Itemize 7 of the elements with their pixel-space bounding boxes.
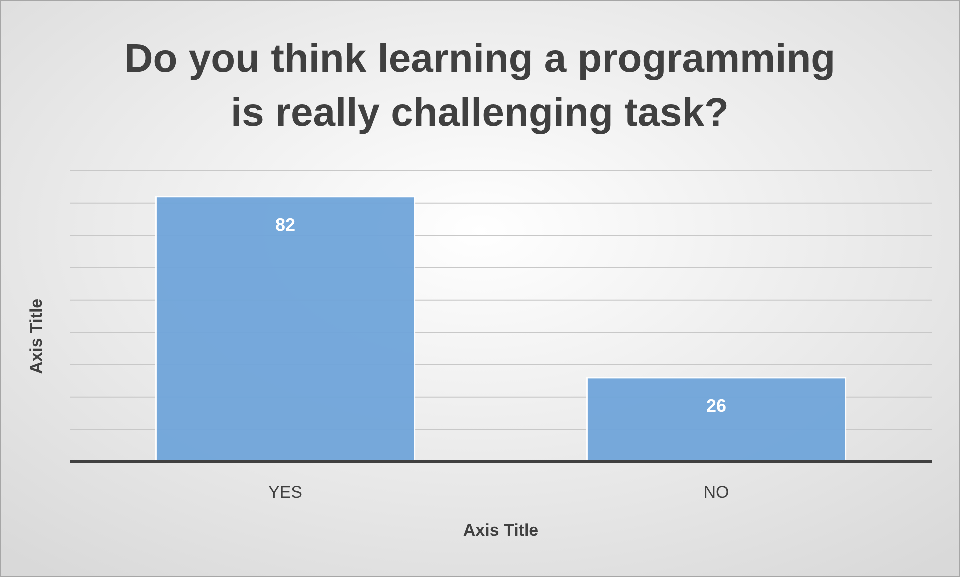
x-tick-label: YES	[268, 483, 303, 502]
x-tick-label: NO	[704, 483, 730, 502]
chart-title: Do you think learning a programming is really challenging task?	[124, 37, 836, 135]
y-axis-title: Axis Title	[27, 298, 46, 374]
x-axis-title: Axis Title	[463, 521, 539, 540]
data-label: 82	[275, 214, 296, 235]
data-label: 26	[706, 396, 727, 416]
